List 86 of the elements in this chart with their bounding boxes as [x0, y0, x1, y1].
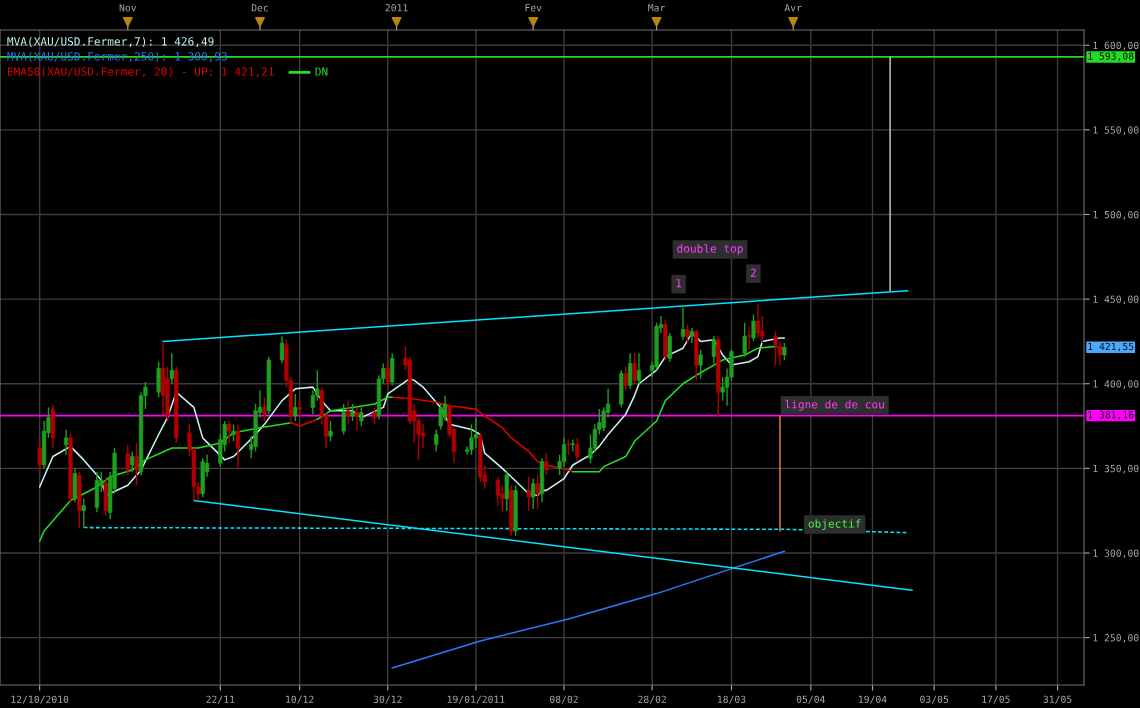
- annotation: 1: [676, 279, 682, 288]
- candlestick: [504, 471, 509, 512]
- y-tick-label: 1 550,00: [1093, 126, 1139, 135]
- annotation: objectif: [808, 519, 861, 530]
- x-tick-label: 28/02: [638, 695, 666, 704]
- candlestick: [570, 438, 575, 453]
- candlestick: [544, 452, 549, 476]
- x2-tick-label: Dec: [251, 4, 268, 12]
- candlestick: [390, 352, 395, 387]
- candlestick: [341, 403, 346, 436]
- candlestick: [354, 406, 360, 432]
- text: MVA(XAU/USD.Fermer,7): 1 426,49: [7, 37, 214, 47]
- candlestick: [434, 428, 439, 453]
- x-tick-label: 17/05: [982, 695, 1010, 704]
- candlestick: [328, 420, 333, 442]
- candlestick: [632, 352, 637, 385]
- candlestick: [81, 498, 86, 529]
- x2-tick-label: Mar: [648, 4, 665, 12]
- y-tick-label: 1 400,00: [1093, 380, 1139, 389]
- y-tick-label: 1 500,00: [1093, 210, 1139, 220]
- candlestick: [636, 352, 642, 385]
- candlestick: [680, 306, 686, 341]
- x-tick-label: 19/04: [859, 695, 887, 704]
- x-tick-label: 10/12: [286, 695, 314, 704]
- ref-line-label: 1 381,16: [1088, 411, 1134, 420]
- y-tick-label: 1 600,00: [1093, 41, 1139, 51]
- candlestick: [742, 322, 747, 358]
- y-tick-label: 1 350,00: [1093, 464, 1139, 474]
- candlestick: [751, 313, 756, 343]
- candlestick: [63, 428, 69, 456]
- y-tick-label: 1 450,00: [1093, 295, 1139, 305]
- candlestick: [227, 420, 232, 444]
- candlestick: [531, 477, 536, 510]
- candlestick: [495, 476, 501, 507]
- x-tick-label: 18/03: [718, 695, 746, 704]
- y-tick-label: 1 250,00: [1093, 634, 1139, 643]
- x2-tick-label: Avr: [784, 4, 802, 12]
- x2-tick-label: Nov: [119, 4, 137, 12]
- candlestick: [385, 359, 390, 388]
- x-tick-label: 19/01/2011: [447, 695, 505, 704]
- candlestick: [711, 335, 716, 365]
- text: EMA50(XAU/USD.Fermer, 20) - UP: 1 421,21: [8, 67, 274, 78]
- text: 1 421,55: [1088, 342, 1134, 352]
- candlestick: [561, 437, 567, 468]
- candlestick: [156, 361, 161, 398]
- candlestick: [279, 335, 285, 365]
- candlestick: [628, 352, 633, 390]
- annotation: 2: [750, 268, 756, 277]
- x-tick-label: 30/12: [373, 695, 402, 704]
- x2-tick-label: 2011: [385, 4, 408, 12]
- candlestick: [667, 332, 672, 363]
- candlestick: [235, 423, 241, 470]
- candlestick: [575, 437, 580, 463]
- x-tick-label: 31/05: [1043, 695, 1072, 704]
- candlestick: [777, 340, 783, 366]
- candlestick: [169, 352, 174, 385]
- candlestick: [262, 396, 267, 422]
- line-series: [391, 550, 786, 669]
- candlestick: [535, 474, 540, 510]
- x-tick-label: 22/11: [206, 695, 235, 704]
- candlestick: [420, 423, 426, 449]
- candlestick: [698, 349, 703, 380]
- x-tick-label: 12/10/2010: [11, 695, 69, 704]
- candlestick: [346, 399, 351, 426]
- candlestick: [130, 450, 135, 473]
- x-tick-label: 05/04: [796, 695, 825, 704]
- candlestick: [359, 406, 364, 427]
- candlestick: [125, 443, 130, 476]
- candlestick: [37, 440, 42, 473]
- x-tick-label: 08/02: [550, 695, 578, 704]
- candlestick: [755, 303, 761, 339]
- candlestick: [293, 393, 298, 422]
- y-tick-label: 1 300,00: [1093, 549, 1139, 559]
- annotation: ligne de de cou: [785, 399, 884, 411]
- ref-line-label: 1 593,08: [1088, 52, 1134, 62]
- legend-label: DN: [315, 67, 328, 76]
- candlestick: [134, 442, 139, 486]
- candlestick: [526, 476, 531, 512]
- candlestick: [773, 330, 778, 366]
- candlestick: [297, 396, 302, 419]
- annotation: double top: [677, 244, 743, 255]
- candlestick: [746, 325, 752, 351]
- candlestick: [685, 323, 690, 344]
- candlestick: [623, 366, 628, 392]
- x2-tick-label: Fev: [525, 4, 542, 12]
- x-tick-label: 03/05: [920, 695, 949, 704]
